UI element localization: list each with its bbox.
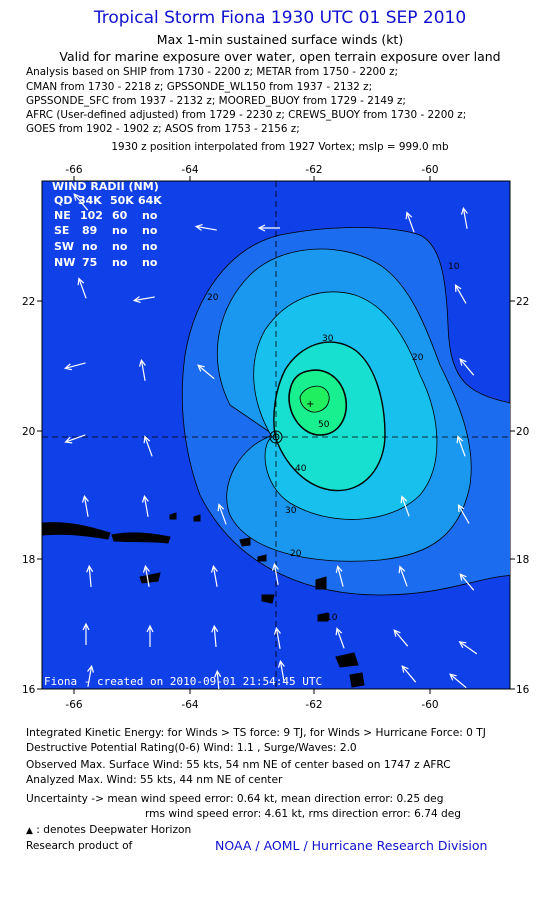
- wind-radii-cell: no: [112, 240, 128, 253]
- land-masses: [42, 512, 365, 688]
- contour-label: 20: [412, 353, 424, 363]
- wind-radii-cell: NW: [54, 256, 75, 269]
- analysis-line: CMAN from 1730 - 2218 z; GPSSONDE_WL150 …: [26, 81, 373, 93]
- lon-label-bottom: -62: [305, 699, 322, 711]
- wind-radii-cell: no: [112, 224, 128, 237]
- wind-radii-table: WIND RADII (NM) QD 34K 50K 64K NE 102 60…: [52, 180, 162, 269]
- axis-ticks: [37, 176, 515, 694]
- analysis-line: AFRC (User-defined adjusted) from 1729 -…: [26, 109, 467, 121]
- lat-label-left: 20: [22, 426, 35, 438]
- position-note: 1930 z position interpolated from 1927 V…: [111, 141, 449, 153]
- lon-label-bottom: -66: [65, 699, 82, 711]
- wind-radii-cell: 75: [82, 256, 97, 269]
- wind-field-map: + 10 10 20 20 20 30 30 40 50 WIND RADII …: [22, 164, 530, 711]
- max-wind-marker: +: [306, 399, 314, 410]
- org-link[interactable]: NOAA / AOML / Hurricane Research Divisio…: [215, 838, 488, 853]
- wind-radii-cell: no: [82, 240, 98, 253]
- wind-radii-cell: no: [142, 209, 158, 222]
- dpr-line: Destructive Potential Rating(0-6) Wind: …: [26, 742, 357, 754]
- deepwater-icon: ▲: [26, 826, 33, 836]
- contour-label: 20: [290, 549, 302, 559]
- subtitle-exposure: Valid for marine exposure over water, op…: [59, 49, 501, 64]
- lon-label-top: -64: [181, 164, 198, 176]
- deepwater-legend-text: : denotes Deepwater Horizon: [36, 824, 192, 836]
- wind-radii-cell: no: [142, 240, 158, 253]
- wind-contours: +: [42, 181, 510, 689]
- wind-radii-header: 34K: [78, 194, 102, 207]
- lat-label-right: 16: [516, 684, 530, 696]
- lat-label-left: 18: [22, 554, 35, 566]
- lon-label-top: -66: [65, 164, 82, 176]
- lat-label-left: 16: [22, 684, 36, 696]
- lat-label-right: 20: [516, 426, 529, 438]
- analysis-line: GOES from 1902 - 1902 z; ASOS from 1753 …: [26, 123, 300, 135]
- analysis-line: GPSSONDE_SFC from 1937 - 2132 z; MOORED_…: [26, 95, 406, 107]
- lat-label-right: 22: [516, 296, 529, 308]
- wind-radii-cell: 102: [80, 209, 103, 222]
- analysis-line: Analysis based on SHIP from 1730 - 2200 …: [26, 66, 399, 78]
- contour-label: 20: [207, 293, 219, 303]
- lon-label-top: -62: [305, 164, 322, 176]
- lat-label-right: 18: [516, 554, 529, 566]
- wind-radii-header: 64K: [138, 194, 162, 207]
- page-title: Tropical Storm Fiona 1930 UTC 01 SEP 201…: [93, 8, 467, 28]
- wind-radii-cell: no: [142, 256, 158, 269]
- contour-label: 50: [318, 420, 330, 430]
- wind-radii-cell: 60: [112, 209, 128, 222]
- wind-max-core: [299, 385, 330, 413]
- lon-label-top: -60: [421, 164, 438, 176]
- wind-radii-cell: SE: [54, 224, 69, 237]
- wind-radii-cell: no: [142, 224, 158, 237]
- wind-radii-header: QD: [54, 194, 72, 207]
- contour-label: 10: [448, 262, 460, 272]
- contour-label: 30: [285, 506, 297, 516]
- wind-radii-cell: SW: [54, 240, 74, 253]
- lon-label-bottom: -64: [181, 699, 198, 711]
- research-label: Research product of: [26, 840, 133, 852]
- map-credit: Fiona - created on 2010-09-01 21:54:45 U…: [44, 675, 322, 688]
- lon-label-bottom: -60: [421, 699, 438, 711]
- wind-radii-header: 50K: [110, 194, 134, 207]
- ike-line: Integrated Kinetic Energy: for Winds > T…: [26, 727, 486, 739]
- uncertainty-rms-line: rms wind speed error: 4.61 kt, rms direc…: [145, 808, 462, 820]
- wind-radii-title: WIND RADII (NM): [52, 180, 159, 193]
- uncertainty-line: Uncertainty -> mean wind speed error: 0.…: [26, 793, 444, 805]
- observed-max-line: Observed Max. Surface Wind: 55 kts, 54 n…: [26, 759, 451, 771]
- lat-label-left: 22: [22, 296, 35, 308]
- analyzed-max-line: Analyzed Max. Wind: 55 kts, 44 nm NE of …: [26, 774, 283, 786]
- wind-radii-cell: no: [112, 256, 128, 269]
- deepwater-legend: ▲ : denotes Deepwater Horizon: [26, 824, 191, 836]
- contour-label: 10: [326, 613, 338, 623]
- contour-label: 30: [322, 334, 334, 344]
- storm-center-marker: [269, 430, 283, 444]
- wind-radii-cell: NE: [54, 209, 71, 222]
- contour-label: 40: [295, 464, 307, 474]
- subtitle-max-winds: Max 1-min sustained surface winds (kt): [156, 32, 404, 47]
- wind-radii-cell: 89: [82, 224, 97, 237]
